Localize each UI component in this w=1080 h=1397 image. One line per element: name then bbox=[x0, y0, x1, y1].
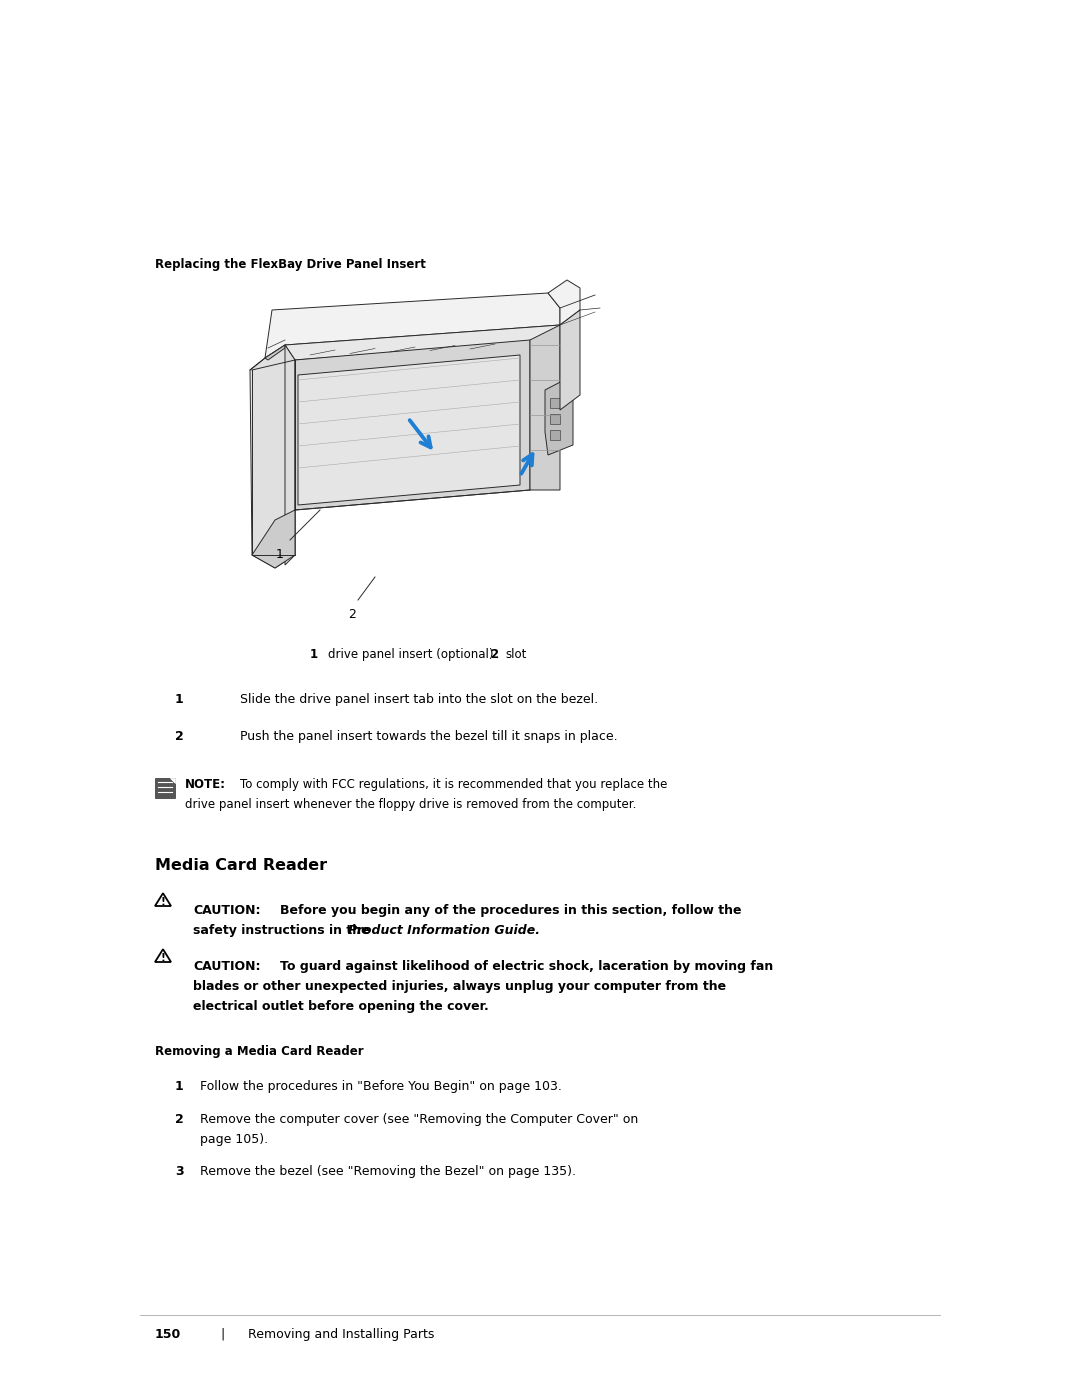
Polygon shape bbox=[285, 345, 295, 564]
Bar bbox=[550, 398, 561, 408]
Text: To comply with FCC regulations, it is recommended that you replace the: To comply with FCC regulations, it is re… bbox=[240, 778, 667, 791]
Text: Follow the procedures in "Before You Begin" on page 103.: Follow the procedures in "Before You Beg… bbox=[200, 1080, 562, 1092]
Text: !: ! bbox=[161, 897, 165, 907]
Text: drive panel insert (optional): drive panel insert (optional) bbox=[328, 648, 494, 661]
Polygon shape bbox=[561, 310, 580, 409]
Text: Replacing the FlexBay Drive Panel Insert: Replacing the FlexBay Drive Panel Insert bbox=[156, 258, 426, 271]
Text: CAUTION:: CAUTION: bbox=[193, 960, 260, 972]
Text: 2: 2 bbox=[175, 731, 184, 743]
Text: 1: 1 bbox=[276, 548, 284, 562]
Text: !: ! bbox=[161, 953, 165, 963]
Text: Media Card Reader: Media Card Reader bbox=[156, 858, 327, 873]
Text: |: | bbox=[220, 1329, 225, 1341]
Polygon shape bbox=[298, 355, 519, 504]
Polygon shape bbox=[170, 778, 175, 782]
Text: Removing and Installing Parts: Removing and Installing Parts bbox=[248, 1329, 434, 1341]
Text: 2: 2 bbox=[348, 608, 356, 622]
Bar bbox=[156, 778, 175, 798]
Text: 150: 150 bbox=[156, 1329, 181, 1341]
Text: NOTE:: NOTE: bbox=[185, 778, 226, 791]
Text: To guard against likelihood of electric shock, laceration by moving fan: To guard against likelihood of electric … bbox=[280, 960, 773, 972]
Text: Remove the computer cover (see "Removing the Computer Cover" on: Remove the computer cover (see "Removing… bbox=[200, 1113, 638, 1126]
Text: slot: slot bbox=[505, 648, 526, 661]
Text: Remove the bezel (see "Removing the Bezel" on page 135).: Remove the bezel (see "Removing the Beze… bbox=[200, 1165, 576, 1178]
Polygon shape bbox=[295, 339, 530, 510]
Text: Slide the drive panel insert tab into the slot on the bezel.: Slide the drive panel insert tab into th… bbox=[240, 693, 598, 705]
Text: Product Information Guide.: Product Information Guide. bbox=[348, 923, 540, 937]
Polygon shape bbox=[265, 293, 561, 358]
Text: drive panel insert whenever the floppy drive is removed from the computer.: drive panel insert whenever the floppy d… bbox=[185, 798, 636, 812]
Polygon shape bbox=[530, 326, 561, 490]
Text: electrical outlet before opening the cover.: electrical outlet before opening the cov… bbox=[193, 1000, 489, 1013]
Polygon shape bbox=[548, 279, 580, 326]
Text: 3: 3 bbox=[175, 1165, 184, 1178]
Text: page 105).: page 105). bbox=[200, 1133, 268, 1146]
Polygon shape bbox=[265, 345, 285, 360]
Text: Push the panel insert towards the bezel till it snaps in place.: Push the panel insert towards the bezel … bbox=[240, 731, 618, 743]
Text: 2: 2 bbox=[175, 1113, 184, 1126]
Text: 2: 2 bbox=[490, 648, 498, 661]
Text: 1: 1 bbox=[175, 693, 184, 705]
Polygon shape bbox=[545, 379, 573, 455]
Bar bbox=[550, 414, 561, 425]
Text: safety instructions in the: safety instructions in the bbox=[193, 923, 374, 937]
Polygon shape bbox=[285, 326, 561, 360]
Text: Removing a Media Card Reader: Removing a Media Card Reader bbox=[156, 1045, 364, 1058]
Text: 1: 1 bbox=[175, 1080, 184, 1092]
Text: 1: 1 bbox=[310, 648, 319, 661]
Bar bbox=[550, 430, 561, 440]
Text: CAUTION:: CAUTION: bbox=[193, 904, 260, 916]
Text: Before you begin any of the procedures in this section, follow the: Before you begin any of the procedures i… bbox=[280, 904, 742, 916]
Polygon shape bbox=[249, 345, 295, 569]
Polygon shape bbox=[252, 510, 295, 569]
Text: blades or other unexpected injuries, always unplug your computer from the: blades or other unexpected injuries, alw… bbox=[193, 981, 726, 993]
